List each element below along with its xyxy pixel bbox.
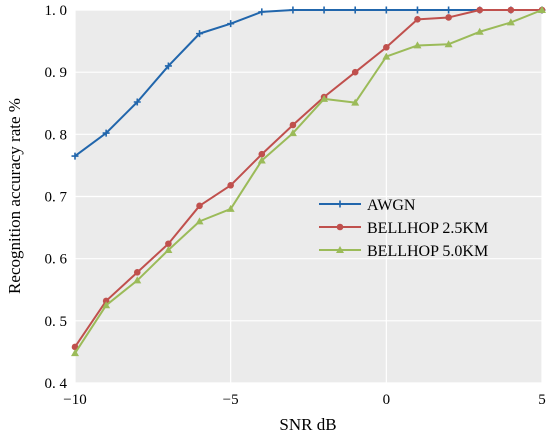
data-point — [165, 240, 172, 248]
data-point — [102, 301, 111, 309]
legend-marker — [336, 246, 344, 253]
data-point — [351, 98, 360, 106]
legend-label: AWGN — [367, 197, 416, 214]
legend-marker — [336, 200, 344, 208]
x-tick-label: 5 — [538, 392, 546, 408]
y-tick-label: 0. 5 — [45, 314, 68, 330]
data-point — [414, 16, 421, 23]
data-point — [475, 27, 484, 35]
data-point — [506, 18, 515, 26]
legend-item: BELLHOP 2.5KM — [319, 220, 488, 237]
data-point — [227, 20, 235, 28]
data-point — [413, 41, 422, 49]
y-tick-label: 0. 4 — [45, 376, 68, 392]
data-point — [227, 182, 234, 189]
data-point — [444, 40, 453, 48]
data-point — [382, 6, 390, 14]
data-point — [133, 98, 141, 106]
y-tick-label: 0. 6 — [45, 252, 68, 268]
data-point — [226, 204, 235, 212]
series-2 — [71, 6, 546, 357]
data-point — [320, 94, 329, 102]
data-point — [257, 156, 266, 164]
legend: AWGN BELLHOP 2.5KM BELLHOP 5.0KM — [319, 197, 488, 260]
data-point — [320, 6, 328, 14]
series-line — [74, 9, 542, 348]
data-point — [164, 245, 173, 253]
series-1 — [71, 6, 546, 351]
data-point — [507, 6, 515, 14]
data-point — [538, 6, 546, 13]
x-tick-label: −10 — [63, 392, 86, 408]
data-point — [289, 121, 297, 129]
data-point — [351, 6, 359, 14]
legend-label: BELLHOP 5.0KM — [367, 243, 488, 260]
data-point — [476, 6, 484, 14]
y-axis-label: Recognition accuracy rate % — [5, 98, 24, 294]
y-tick-label: 0. 7 — [45, 190, 68, 206]
data-point — [196, 202, 203, 210]
data-point — [413, 6, 421, 14]
legend-item: AWGN — [319, 197, 416, 214]
data-point — [445, 6, 453, 14]
y-tick-label: 1. 0 — [45, 3, 68, 19]
x-tick-label: −5 — [223, 392, 239, 408]
data-point — [445, 14, 452, 21]
data-point — [258, 150, 266, 158]
data-point — [71, 349, 79, 357]
data-point — [102, 129, 110, 137]
data-point — [102, 297, 110, 305]
legend-item: BELLHOP 5.0KM — [319, 243, 488, 260]
series-line — [74, 9, 543, 354]
data-point — [195, 217, 204, 225]
series-line — [74, 9, 542, 157]
data-point — [351, 68, 359, 76]
data-point — [71, 152, 79, 160]
data-point — [288, 129, 297, 137]
data-point — [289, 6, 297, 14]
legend-marker — [336, 223, 344, 231]
series-layer — [71, 6, 546, 357]
data-point — [133, 276, 142, 284]
data-point — [383, 44, 390, 51]
x-tick-label: 0 — [383, 392, 391, 408]
data-point — [196, 30, 204, 38]
data-point — [382, 52, 391, 60]
x-axis-label: SNR dB — [279, 415, 336, 434]
data-point — [164, 62, 172, 70]
data-point — [71, 343, 79, 351]
y-tick-label: 0. 9 — [45, 65, 68, 81]
legend-label: BELLHOP 2.5KM — [367, 220, 488, 237]
data-point — [258, 8, 266, 16]
data-point — [133, 269, 141, 276]
axes: −10 −5 0 5 0. 4 0. 5 0. 6 0. 7 0. 8 0. 9 1. 0 — [45, 3, 546, 408]
y-tick-label: 0. 8 — [45, 127, 68, 143]
